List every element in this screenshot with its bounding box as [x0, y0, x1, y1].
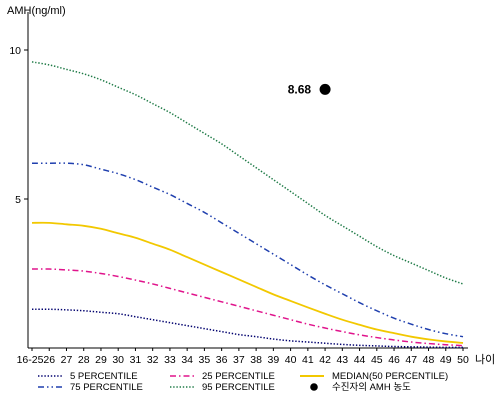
x-tick-label: 45	[371, 354, 383, 366]
legend-label-4: 75 PERCENTILE	[70, 382, 143, 393]
x-tick-label: 48	[423, 354, 435, 366]
x-tick-label: 32	[147, 354, 159, 366]
x-tick-label: 39	[268, 354, 280, 366]
series-line-5	[31, 61, 464, 285]
legend-label-patient: 수진자의 AMH 농도	[332, 382, 411, 393]
series-layer	[31, 61, 464, 349]
series-line-2	[31, 268, 464, 347]
legend-marker-patient	[310, 383, 318, 391]
x-tick-label: 49	[440, 354, 452, 366]
x-tick-label: 50	[457, 354, 469, 366]
x-tick-label: 43	[336, 354, 348, 366]
y-tick-label: 10	[9, 45, 21, 57]
x-axis-title: 나이	[475, 353, 495, 366]
x-tick-label: 34	[181, 354, 193, 366]
x-tick-label: 37	[233, 354, 245, 366]
series-line-3	[31, 221, 464, 344]
legend-label-2: 25 PERCENTILE	[202, 371, 275, 382]
x-tick-label: 47	[405, 354, 417, 366]
legend-label-1: 5 PERCENTILE	[70, 371, 138, 382]
axes: 5 10 16-25 26 27 28 29 30 31 32 33 34 35 36 37 38 39 40 41…	[9, 12, 469, 366]
y-tick-label: 5	[15, 194, 21, 206]
patient-amh-value-label: 8.68	[288, 82, 312, 96]
x-tick-label: 33	[164, 354, 176, 366]
x-tick-label: 35	[199, 354, 211, 366]
x-tick-label: 38	[250, 354, 262, 366]
x-tick-label: 46	[388, 354, 400, 366]
x-tick-label: 41	[302, 354, 314, 366]
legend-label-5: 95 PERCENTILE	[202, 382, 275, 393]
series-line-4	[31, 162, 464, 338]
x-tick-label: 27	[61, 354, 73, 366]
x-tick-label: 30	[112, 354, 124, 366]
x-tick-label: 29	[95, 354, 107, 366]
legend: 5 PERCENTILE 25 PERCENTILE MEDIAN(50 PERCE…	[38, 371, 448, 393]
x-tick-label: 28	[78, 354, 90, 366]
x-tick-label: 44	[354, 354, 366, 366]
series-line-1	[31, 308, 464, 349]
x-tick-label: 31	[130, 354, 142, 366]
x-tick-label: 42	[319, 354, 331, 366]
patient-amh-point	[319, 83, 331, 95]
legend-label-3: MEDIAN(50 PERCENTILE)	[332, 371, 448, 382]
highlight-layer: 8.68	[288, 82, 331, 96]
x-tick-label: 26	[43, 354, 55, 366]
x-tick-label: 16-25	[17, 354, 44, 366]
x-tick-label: 36	[216, 354, 228, 366]
x-tick-label: 40	[285, 354, 297, 366]
y-axis-title: AMH(ng/ml)	[7, 5, 66, 17]
